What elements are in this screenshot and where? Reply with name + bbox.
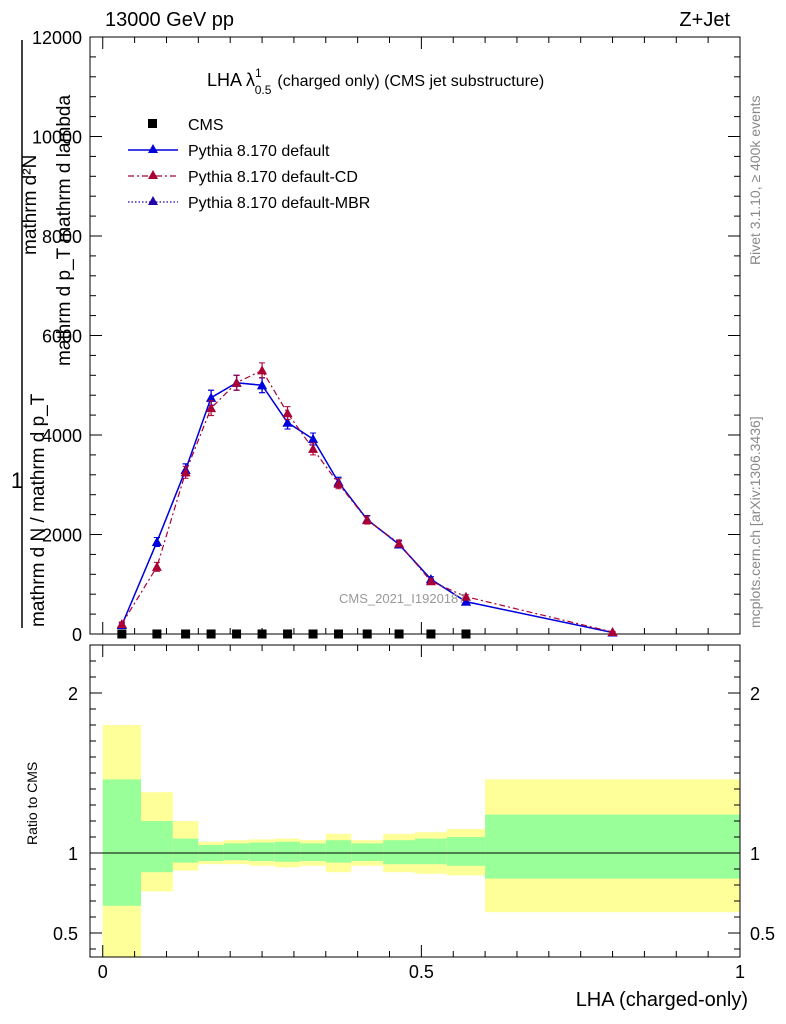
ratio-band-inner	[383, 840, 415, 865]
cms-point	[232, 629, 242, 639]
ratio-band-inner	[102, 779, 141, 906]
series-cd-point	[394, 538, 405, 548]
series-cd-point	[116, 619, 127, 629]
series-default-point	[308, 433, 319, 443]
cms-point	[257, 629, 267, 639]
ratio-band-inner	[223, 843, 250, 861]
x-axis-label: LHA (charged-only)	[576, 989, 748, 1011]
ratio-y-axis-label: Ratio to CMS	[24, 762, 40, 845]
y-tick-label: 6000	[42, 327, 82, 347]
axis-ticks	[90, 36, 741, 957]
legend-label-mbr: Pythia 8.170 default-MBR	[188, 195, 370, 212]
series-cd-point	[607, 627, 618, 637]
ratio-y-tick-label-right: 0.5	[750, 924, 775, 944]
x-tick-label: 1	[735, 962, 745, 982]
y-tick-label: 8000	[42, 227, 82, 247]
y-axis-label-line1: mathrm d²N	[20, 155, 41, 255]
y-tick-label: 12000	[32, 28, 82, 48]
series-cd-point	[257, 365, 268, 375]
x-tick-label: 0.5	[409, 962, 434, 982]
cms-point	[206, 629, 216, 639]
rivet-label: Rivet 3.1.10, ≥ 400k events	[747, 95, 763, 265]
legend-label-cms: CMS	[188, 117, 224, 134]
ratio-y-tick-label-right: 1	[750, 844, 760, 864]
series-cd-line	[121, 369, 613, 633]
y-tick-label: 2000	[42, 526, 82, 546]
series-layer	[116, 362, 618, 639]
cms-point	[394, 629, 404, 639]
legend: CMS Pythia 8.170 default Pythia 8.170 de…	[128, 117, 370, 212]
legend-label-cd: Pythia 8.170 default-CD	[188, 169, 358, 186]
series-cd-point	[151, 561, 162, 571]
y-axis-label: 1 mathrm d²N mathrm d p_T mathrm d lambda m…	[11, 40, 75, 628]
series-cd-point	[425, 576, 436, 586]
cms-point	[152, 629, 162, 639]
cms-point	[181, 629, 191, 639]
ratio-band-inner	[300, 843, 326, 861]
legend-marker-default	[148, 144, 158, 153]
ratio-band-inner	[351, 843, 384, 861]
series-default-point	[151, 536, 162, 546]
energy-label: 13000 GeV pp	[105, 9, 234, 31]
ratio-band-inner	[415, 838, 447, 865]
legend-marker-cd	[148, 170, 158, 179]
ratio-band-inner	[446, 837, 486, 866]
mcplots-label: mcplots.cern.ch [arXiv:1306.3436]	[747, 416, 763, 628]
cms-point	[283, 629, 293, 639]
analysis-watermark: CMS_2021_I1920187	[339, 591, 466, 606]
series-default-line	[121, 381, 613, 634]
series-default-point	[460, 596, 471, 606]
y-tick-label: 10000	[32, 128, 82, 148]
y-axis-label-line2: mathrm d p_T mathrm d lambda	[54, 95, 75, 366]
ratio-bands	[90, 725, 740, 957]
cms-point	[334, 629, 344, 639]
legend-marker-cms	[148, 119, 157, 128]
series-cd-point	[206, 403, 217, 413]
legend-marker-mbr	[148, 196, 158, 205]
series-cd-point	[231, 377, 242, 387]
ratio-y-tick-label: 1	[68, 844, 78, 864]
y-tick-label: 4000	[42, 426, 82, 446]
ratio-y-tick-label: 0.5	[53, 924, 78, 944]
cms-point	[426, 629, 436, 639]
ratio-y-tick-label-right: 2	[750, 684, 760, 704]
ratio-band-inner	[249, 842, 275, 861]
series-cd-point	[333, 478, 344, 488]
series-cd-point	[460, 591, 471, 601]
series-cd-point	[282, 408, 293, 418]
plot-title: LHA λ1 0.5 (charged only) (CMS jet substru…	[207, 66, 544, 97]
series-cd-point	[180, 467, 191, 477]
cms-point	[117, 629, 127, 639]
y-tick-label: 0	[72, 625, 82, 645]
cms-point	[362, 629, 372, 639]
series-default-point	[206, 392, 217, 402]
series-cd-point	[362, 515, 373, 525]
ratio-band-inner	[172, 838, 199, 863]
series-default-point	[282, 417, 293, 427]
process-label: Z+Jet	[679, 9, 730, 31]
ratio-plot-frame	[89, 644, 741, 958]
y-axis-label-line3: mathrm d N / mathrm d p_T	[28, 393, 49, 627]
cms-point	[461, 629, 471, 639]
cms-point	[308, 629, 318, 639]
series-default-point	[257, 380, 268, 390]
ratio-band-inner	[274, 841, 301, 862]
ratio-band-inner	[140, 821, 173, 873]
legend-label-default: Pythia 8.170 default	[188, 143, 330, 160]
ratio-y-tick-label: 2	[68, 684, 78, 704]
y-axis-label-numerator: 1	[11, 468, 23, 493]
series-cd-point	[308, 443, 319, 453]
x-tick-label: 0	[98, 962, 108, 982]
ratio-band-inner	[325, 840, 352, 863]
ratio-band-inner	[485, 814, 740, 879]
